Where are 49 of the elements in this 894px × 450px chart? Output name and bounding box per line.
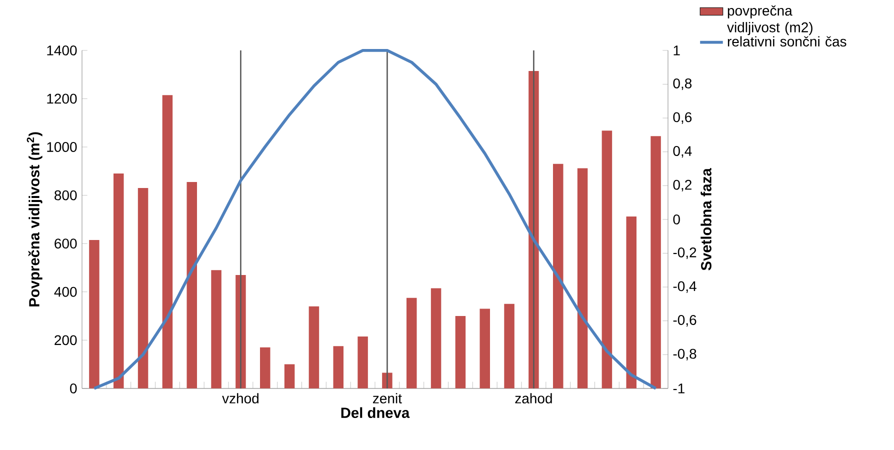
bar bbox=[211, 270, 222, 388]
y2-tick-label: -0,8 bbox=[673, 348, 696, 360]
y2-tick-label: -0,4 bbox=[673, 281, 696, 293]
x-axis-title: Del dneva bbox=[341, 407, 410, 418]
y-tick-label: 1200 bbox=[47, 94, 77, 104]
y-tick-label: 0 bbox=[70, 383, 77, 394]
y-tick-label: 1000 bbox=[47, 142, 77, 152]
line-series bbox=[92, 48, 658, 390]
bar bbox=[284, 364, 295, 388]
y2-tick-label: 0 bbox=[673, 214, 680, 224]
y-tick-label: 200 bbox=[54, 334, 77, 345]
y-tick-label: 1400 bbox=[47, 45, 77, 56]
y-tick-label: 400 bbox=[54, 286, 77, 297]
y-tick-label: 800 bbox=[54, 190, 77, 200]
y2-tick-label: -1 bbox=[673, 383, 684, 394]
y2-axis-title: Svetlobna faza bbox=[700, 168, 712, 270]
bar bbox=[138, 188, 148, 388]
bar bbox=[260, 347, 270, 388]
y2-tick-label: -0,6 bbox=[673, 314, 696, 326]
legend-label: povprečna vidljivost (m2) bbox=[727, 5, 812, 35]
y2-tick-label: 1 bbox=[674, 45, 680, 56]
bar bbox=[406, 298, 417, 388]
bar bbox=[308, 306, 320, 388]
bar bbox=[162, 94, 173, 388]
x-tick-label: zahod bbox=[515, 392, 552, 404]
bar bbox=[455, 316, 466, 388]
x-tick-label: vzhod bbox=[222, 392, 258, 404]
bar bbox=[552, 164, 564, 388]
bar bbox=[480, 308, 490, 388]
y2-tick-label: 0,8 bbox=[673, 78, 692, 90]
x-tick-label: zenit bbox=[372, 392, 402, 404]
bar bbox=[577, 168, 588, 388]
bar bbox=[602, 130, 612, 388]
y2-tick-label: 0,6 bbox=[673, 112, 692, 124]
bar bbox=[89, 240, 100, 388]
bar bbox=[358, 336, 368, 388]
bar bbox=[504, 304, 514, 388]
bar bbox=[333, 346, 344, 388]
bar bbox=[186, 182, 197, 388]
bar bbox=[430, 288, 442, 388]
y-tick-label: 600 bbox=[54, 238, 77, 248]
y2-tick-label: 0,4 bbox=[673, 146, 692, 158]
bar bbox=[114, 173, 124, 388]
y2-tick-label: 0,2 bbox=[673, 180, 692, 192]
legend-label: relativni sončni čas bbox=[728, 36, 846, 46]
bar bbox=[650, 136, 661, 388]
y-axis-title: Povprečna vidljivost (m$^{2}$) bbox=[26, 132, 42, 306]
bar bbox=[626, 216, 636, 388]
y2-tick-label: -0,2 bbox=[673, 247, 696, 259]
